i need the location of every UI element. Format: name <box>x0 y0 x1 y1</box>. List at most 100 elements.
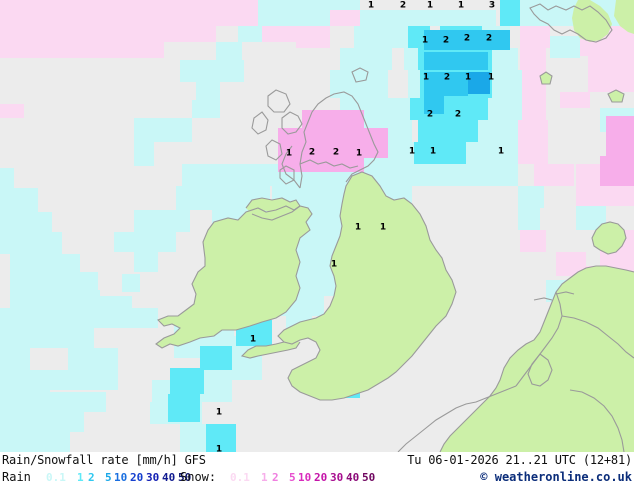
precip-cell-rain_0_1 <box>314 274 338 296</box>
coast-iceland-bit <box>607 89 625 103</box>
coast-scotland-islands <box>251 111 269 135</box>
snow-stop-40[interactable]: 40 <box>346 471 360 484</box>
precip-value-label: 1 <box>429 146 437 157</box>
precip-cell-rain_0_1 <box>404 48 418 70</box>
precip-cell-rain_1 <box>414 142 440 164</box>
precip-cell-rain_0_1 <box>48 328 74 348</box>
precip-cell-rain_2 <box>466 52 488 70</box>
precip-cell-rain_5 <box>468 72 490 94</box>
precip-cell-rain_0_1 <box>298 296 324 316</box>
rain-stop-50[interactable]: 50 <box>178 471 192 484</box>
precip-value-label: 1 <box>487 72 495 83</box>
coast-scotland-mainland <box>299 91 379 189</box>
rain-stop-10[interactable]: 10 <box>114 471 128 484</box>
precip-value-label: 1 <box>285 148 293 159</box>
rain-stop-2[interactable]: 2 <box>88 471 95 484</box>
precip-cell-rain_0_1 <box>80 392 106 412</box>
precip-value-label: 1 <box>355 148 363 159</box>
precip-cell-rain_0_1 <box>238 26 262 42</box>
precip-cell-rain_0_1 <box>0 370 36 390</box>
precip-cell-snow_1 <box>606 116 634 156</box>
precip-cell-snow_0_1 <box>0 104 24 118</box>
precip-cell-rain_0_1 <box>518 186 544 208</box>
precip-cell-rain_0_1 <box>396 98 410 120</box>
weather-map[interactable]: 1 2 1 1 3 1 2 2 2 1 2 1 1 2 2 1 1 1 1 2 2 1 1 1 1 1 1 1 <box>0 0 634 452</box>
precip-value-label: 1 <box>379 222 387 233</box>
precip-cell-rain_0_1 <box>440 164 518 186</box>
rain-stop-0.1[interactable]: 0.1 <box>46 471 66 484</box>
precip-cell-snow_1 <box>600 156 634 186</box>
precip-cell-rain_0_1 <box>220 60 244 82</box>
land-shetland <box>540 72 552 84</box>
precip-cell-rain_0_1 <box>180 424 206 452</box>
precip-value-label: 1 <box>215 407 223 418</box>
forecast-datetime: Tu 06-01-2026 21..21 UTC (12+81) <box>407 453 632 467</box>
precip-cell-snow_0_1 <box>164 0 258 26</box>
precip-value-label: 2 <box>443 72 451 83</box>
precip-cell-rain_0_1 <box>462 10 496 26</box>
coast-ireland-border <box>251 205 301 221</box>
precip-cell-rain_0_1 <box>492 48 518 70</box>
precip-cell-rain_0_1 <box>408 70 420 98</box>
precip-value-label: 1 <box>354 222 362 233</box>
coast-ireland-north <box>245 197 301 209</box>
precip-cell-rain_0_1 <box>360 70 388 98</box>
precip-value-label: 1 <box>426 0 434 11</box>
precip-cell-rain_0_1 <box>0 390 50 412</box>
precip-value-label: 2 <box>454 109 462 120</box>
snow-stop-50[interactable]: 50 <box>362 471 376 484</box>
snow-stop-20[interactable]: 20 <box>314 471 328 484</box>
snow-stop-30[interactable]: 30 <box>330 471 344 484</box>
coast-denmark <box>591 221 627 255</box>
precip-cell-rain_0_1 <box>0 188 38 212</box>
snow-stop-1[interactable]: 1 <box>261 471 268 484</box>
precip-cell-rain_0_1 <box>62 254 80 272</box>
precip-cell-rain_0_1 <box>212 186 242 210</box>
precip-cell-rain_0_1 <box>0 348 30 370</box>
precip-value-label: 2 <box>426 109 434 120</box>
rain-stop-5[interactable]: 5 <box>105 471 112 484</box>
precip-cell-rain_1 <box>206 424 236 452</box>
precip-cell-rain_0_1 <box>36 370 60 390</box>
product-title: Rain/Snowfall rate [mm/h] GFS <box>2 453 206 467</box>
precip-cell-rain_0_1 <box>78 290 100 308</box>
precip-cell-rain_0_1 <box>398 120 412 142</box>
snow-stop-0.1[interactable]: 0.1 <box>230 471 250 484</box>
rain-stop-1[interactable]: 1 <box>77 471 84 484</box>
precip-cell-rain_0_1 <box>92 348 118 370</box>
coast-great-britain <box>277 171 457 401</box>
precip-cell-rain_0_1 <box>182 164 210 186</box>
precip-cell-rain_0_1 <box>300 186 328 210</box>
precip-cell-rain_0_1 <box>60 370 90 390</box>
precip-value-label: 2 <box>442 35 450 46</box>
precip-cell-rain_0_1 <box>134 308 158 328</box>
precip-cell-rain_0_1 <box>192 100 220 118</box>
precip-cell-rain_0_1 <box>170 118 192 142</box>
snow-stop-2[interactable]: 2 <box>272 471 279 484</box>
footer-row-title: Rain/Snowfall rate [mm/h] GFS Tu 06-01-2… <box>0 453 634 470</box>
precip-cell-rain_0_1 <box>466 142 518 164</box>
precip-cell-rain_0_1 <box>0 432 70 452</box>
precip-cell-snow_0_1 <box>164 26 216 42</box>
rain-stop-40[interactable]: 40 <box>162 471 176 484</box>
precip-cell-rain_2 <box>424 52 446 70</box>
precip-cell-rain_0_1 <box>204 380 232 402</box>
precip-value-label: 1 <box>408 146 416 157</box>
precip-cell-rain_0_1 <box>0 412 60 432</box>
snow-stop-10[interactable]: 10 <box>298 471 312 484</box>
rain-stop-30[interactable]: 30 <box>146 471 160 484</box>
precip-cell-rain_0_1 <box>68 348 92 370</box>
precip-cell-rain_0_1 <box>0 328 48 348</box>
snow-stop-5[interactable]: 5 <box>289 471 296 484</box>
rain-stop-20[interactable]: 20 <box>130 471 144 484</box>
precip-cell-rain_0_1 <box>100 296 132 312</box>
land-norway-2 <box>614 0 634 34</box>
border-lux <box>527 353 553 387</box>
precip-cell-rain_0_1 <box>196 82 220 100</box>
landmass-layer <box>156 0 634 452</box>
precip-cell-snow_0_1 <box>0 0 96 26</box>
precip-cell-snow_0_1 <box>522 98 546 120</box>
precip-cell-snow_0_1 <box>588 56 634 92</box>
precip-cell-rain_0_1 <box>388 164 414 186</box>
precip-cell-rain_0_1 <box>134 118 170 142</box>
